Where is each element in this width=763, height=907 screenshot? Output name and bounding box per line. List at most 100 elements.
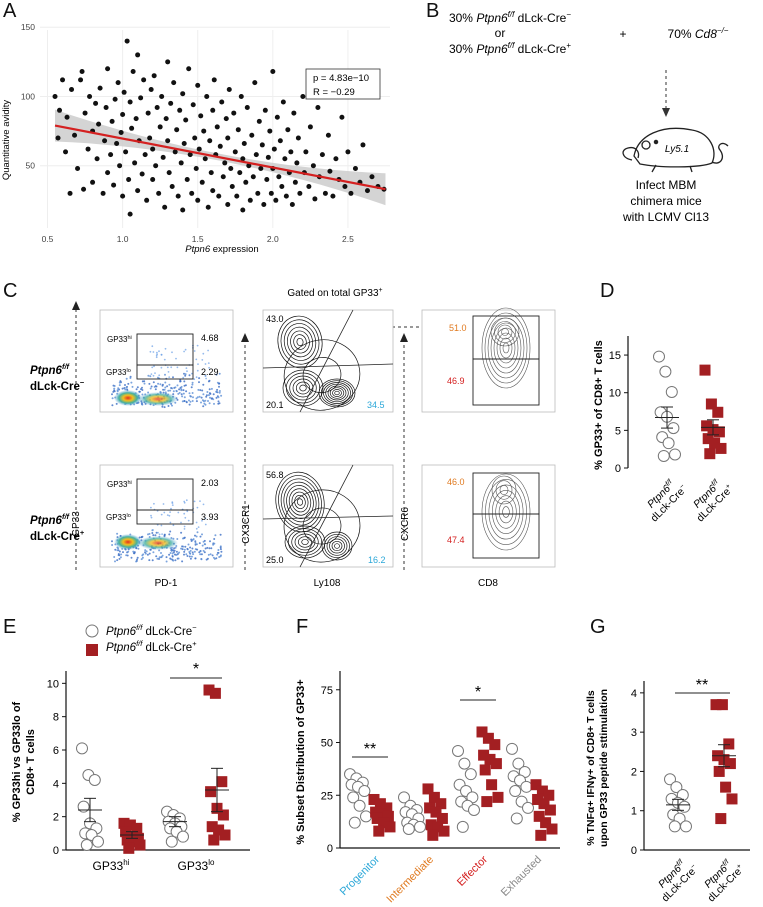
event-dot [196,506,199,509]
event-dot [127,550,130,553]
event-dot [155,531,158,534]
arrow-head [662,108,670,117]
data-point [202,156,208,162]
data-point [369,174,375,180]
event-dot [191,551,194,554]
regression-line [54,124,386,191]
data-point [177,107,183,113]
event-dot [181,545,184,548]
row2-label-1: Ptpn6f/f [30,512,71,527]
event-dot [216,388,219,391]
contour-ring [501,328,509,336]
event-dot [215,390,218,393]
data-point [211,77,217,83]
contour-ring [299,384,307,392]
data-point [162,204,168,210]
panel-c-flow: Gated on total GP33+ Ptpn6f/f dLck-Cre− … [30,287,556,589]
event-dot [166,366,169,369]
y-tick-label: 0 [327,843,333,855]
event-dot [192,396,194,399]
axis-cxcr6: CXCR6 [400,507,411,541]
event-dot [182,376,185,379]
data-point [76,742,88,755]
event-dot [183,550,186,553]
data-point [205,786,217,798]
y-tick-label: 100 [21,91,35,101]
event-dot [155,555,158,558]
event-dot [195,521,198,524]
event-dot [172,390,175,393]
data-point [303,149,309,155]
event-dot [191,392,194,394]
data-point [280,99,286,105]
event-dot [179,380,182,383]
data-point [670,781,683,794]
data-point [262,107,268,113]
data-point [174,127,180,133]
svg-text:46.9: 46.9 [447,376,465,386]
event-dot [194,557,197,560]
event-dot [218,385,220,388]
data-point [274,114,280,120]
data-point [428,791,440,803]
event-dot [204,363,207,365]
data-point [204,93,210,99]
event-dot [153,385,156,388]
event-dot [147,374,150,377]
x-tick-label: Progenitor [338,853,383,898]
event-dot [181,560,184,563]
event-dot [160,366,163,369]
contour-ring [286,326,314,358]
event-dot [168,533,171,536]
data-point [246,163,252,169]
data-point [129,125,135,131]
data-point [124,819,136,831]
data-point [120,111,126,117]
data-point [339,114,345,120]
data-point [476,726,488,738]
data-point [92,835,104,848]
data-point [78,77,84,83]
data-point [283,193,289,199]
event-dot [218,391,221,394]
data-point [398,791,410,804]
event-dot [186,370,188,373]
data-point [238,93,244,99]
contour-ring [493,327,519,369]
x-tick-label: GP33hi [93,858,130,873]
data-point [710,699,722,711]
data-point [277,138,283,144]
event-dot [160,353,163,356]
data-point [244,105,250,111]
data-point [171,80,177,86]
data-point [715,813,727,825]
contour-ring [331,540,343,552]
event-dot [200,401,202,404]
data-point [96,121,102,127]
data-point [243,179,249,185]
svg-text:2.29: 2.29 [201,367,219,377]
event-dot [198,377,201,380]
data-point [111,182,117,188]
event-dot [196,548,199,551]
event-dot [217,400,220,403]
flow-plot-cx3cr1-row1: 43.0 20.1 34.5 [262,309,394,413]
event-dot [213,538,216,540]
contour-ring [325,383,349,403]
data-point [297,190,303,196]
data-point [279,183,285,189]
y-tick-label: 4 [631,688,637,700]
event-dot [194,541,197,544]
data-point [705,398,717,410]
data-point [258,165,264,171]
event-dot [183,350,186,353]
data-point [347,791,360,804]
contour-ring [290,330,310,354]
event-dot [123,387,126,389]
svg-text:GP33lo: GP33lo [106,513,131,522]
contour-ring [302,357,342,393]
event-dot [150,385,153,388]
event-dot [122,551,124,554]
data-point [108,152,114,158]
